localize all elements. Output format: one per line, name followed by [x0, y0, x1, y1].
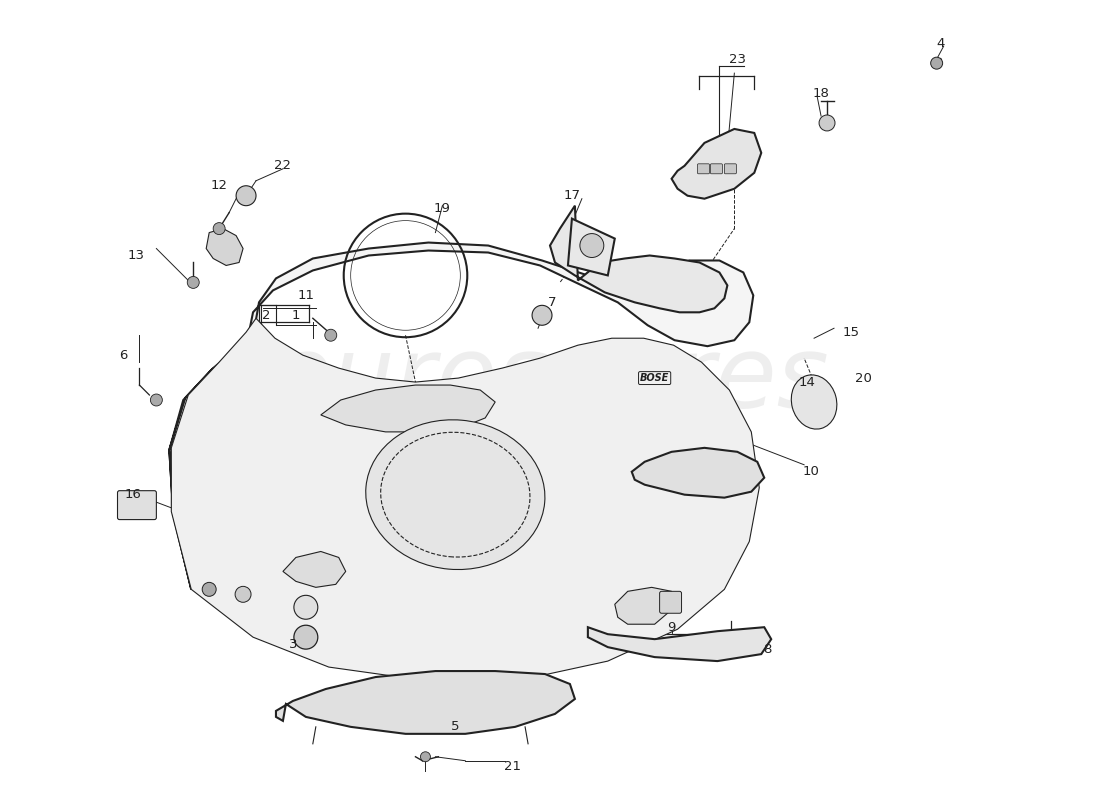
Text: 15: 15 [843, 326, 859, 338]
Text: a passion for parts since 1985: a passion for parts since 1985 [274, 416, 727, 563]
Circle shape [294, 626, 318, 649]
Text: 18: 18 [813, 86, 829, 99]
Circle shape [202, 582, 217, 596]
Text: 21: 21 [504, 760, 520, 774]
Text: 13: 13 [128, 249, 145, 262]
Polygon shape [321, 385, 495, 432]
Polygon shape [672, 129, 761, 198]
Text: 10: 10 [803, 466, 820, 478]
Text: BOSE: BOSE [640, 373, 669, 383]
Ellipse shape [365, 420, 544, 570]
FancyBboxPatch shape [711, 164, 723, 174]
Polygon shape [276, 671, 575, 734]
Text: eurospares: eurospares [271, 331, 829, 429]
Polygon shape [206, 229, 243, 266]
Text: 4: 4 [936, 37, 945, 50]
Circle shape [151, 394, 163, 406]
Text: 22: 22 [274, 159, 292, 172]
Polygon shape [283, 551, 345, 587]
Text: 1: 1 [292, 309, 300, 322]
Text: 20: 20 [856, 371, 872, 385]
Circle shape [532, 306, 552, 326]
Circle shape [236, 186, 256, 206]
FancyBboxPatch shape [725, 164, 736, 174]
Text: 11: 11 [297, 289, 315, 302]
Text: 2: 2 [262, 309, 271, 322]
Polygon shape [568, 218, 615, 275]
Polygon shape [631, 448, 764, 498]
FancyBboxPatch shape [118, 490, 156, 519]
Text: 6: 6 [119, 349, 128, 362]
Polygon shape [172, 318, 759, 681]
Text: 23: 23 [729, 53, 746, 66]
Circle shape [235, 586, 251, 602]
Polygon shape [587, 627, 771, 661]
Text: 14: 14 [799, 375, 815, 389]
Text: 9: 9 [668, 621, 675, 634]
Polygon shape [550, 206, 727, 312]
Text: 8: 8 [763, 642, 771, 656]
Circle shape [324, 330, 337, 342]
Text: 7: 7 [548, 296, 557, 309]
Circle shape [580, 234, 604, 258]
Circle shape [931, 57, 943, 69]
Polygon shape [615, 587, 674, 624]
Circle shape [294, 595, 318, 619]
Text: 17: 17 [563, 190, 581, 202]
Ellipse shape [791, 375, 837, 429]
Text: 12: 12 [211, 179, 228, 192]
Circle shape [820, 115, 835, 131]
Text: 5: 5 [451, 720, 460, 734]
Circle shape [420, 752, 430, 762]
FancyBboxPatch shape [697, 164, 710, 174]
FancyBboxPatch shape [660, 591, 682, 614]
Polygon shape [169, 242, 754, 590]
Circle shape [187, 277, 199, 288]
Circle shape [213, 222, 226, 234]
Text: 19: 19 [433, 202, 451, 215]
Text: 16: 16 [125, 488, 142, 501]
Text: 3: 3 [288, 638, 297, 650]
